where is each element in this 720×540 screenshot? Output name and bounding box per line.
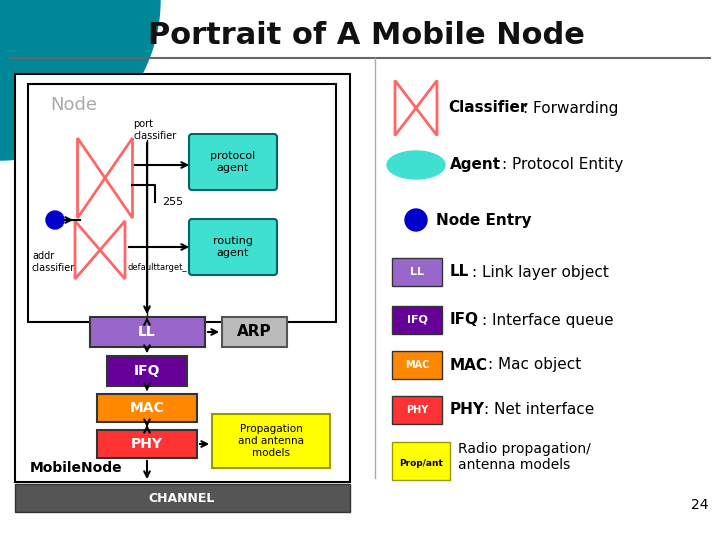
Text: IFQ: IFQ <box>134 364 161 378</box>
Text: MAC: MAC <box>130 401 164 415</box>
Text: 255: 255 <box>162 197 183 207</box>
FancyBboxPatch shape <box>107 356 187 386</box>
Ellipse shape <box>387 151 445 179</box>
FancyBboxPatch shape <box>189 134 277 190</box>
Text: : Protocol Entity: : Protocol Entity <box>502 158 624 172</box>
FancyBboxPatch shape <box>392 442 450 480</box>
Text: PHY: PHY <box>406 405 428 415</box>
FancyBboxPatch shape <box>28 84 336 322</box>
FancyBboxPatch shape <box>97 394 197 422</box>
Circle shape <box>46 211 64 229</box>
Text: : Net interface: : Net interface <box>484 402 594 417</box>
Circle shape <box>405 209 427 231</box>
FancyBboxPatch shape <box>97 430 197 458</box>
FancyBboxPatch shape <box>392 258 442 286</box>
Text: Node: Node <box>50 96 97 114</box>
Text: : Forwarding: : Forwarding <box>523 100 618 116</box>
FancyBboxPatch shape <box>392 351 442 379</box>
Text: : Link layer object: : Link layer object <box>472 265 609 280</box>
Text: LL: LL <box>450 265 469 280</box>
FancyBboxPatch shape <box>392 396 442 424</box>
Text: LL: LL <box>138 325 156 339</box>
Text: PHY: PHY <box>131 437 163 451</box>
Text: MAC: MAC <box>450 357 488 373</box>
FancyBboxPatch shape <box>90 317 205 347</box>
Text: PHY: PHY <box>450 402 485 417</box>
Text: MobileNode: MobileNode <box>30 461 122 475</box>
Text: Propagation
and antenna
models: Propagation and antenna models <box>238 424 304 457</box>
Text: Node Entry: Node Entry <box>436 213 531 227</box>
Text: addr
classifier: addr classifier <box>32 251 76 273</box>
Text: Classifier: Classifier <box>448 100 527 116</box>
Text: IFQ: IFQ <box>407 315 428 325</box>
Text: protocol
agent: protocol agent <box>210 151 256 173</box>
Text: IFQ: IFQ <box>450 313 479 327</box>
Text: Prop/ant: Prop/ant <box>399 460 443 469</box>
FancyBboxPatch shape <box>392 306 442 334</box>
Text: CHANNEL: CHANNEL <box>149 491 215 504</box>
Text: Portrait of A Mobile Node: Portrait of A Mobile Node <box>148 21 585 50</box>
Text: LL: LL <box>410 267 424 277</box>
FancyBboxPatch shape <box>212 414 330 468</box>
Text: : Interface queue: : Interface queue <box>482 313 613 327</box>
Text: routing
agent: routing agent <box>213 236 253 258</box>
Text: ARP: ARP <box>237 325 271 340</box>
Wedge shape <box>0 0 160 160</box>
Text: : Mac object: : Mac object <box>488 357 581 373</box>
Text: Radio propagation/
antenna models: Radio propagation/ antenna models <box>458 442 590 472</box>
Text: 24: 24 <box>690 498 708 512</box>
FancyBboxPatch shape <box>15 484 350 512</box>
FancyBboxPatch shape <box>15 74 350 482</box>
FancyBboxPatch shape <box>222 317 287 347</box>
FancyBboxPatch shape <box>189 219 277 275</box>
Text: defaulttarget_: defaulttarget_ <box>128 264 188 273</box>
Text: port
classifier: port classifier <box>133 119 176 141</box>
Text: MAC: MAC <box>405 360 429 370</box>
Text: Agent: Agent <box>450 158 501 172</box>
